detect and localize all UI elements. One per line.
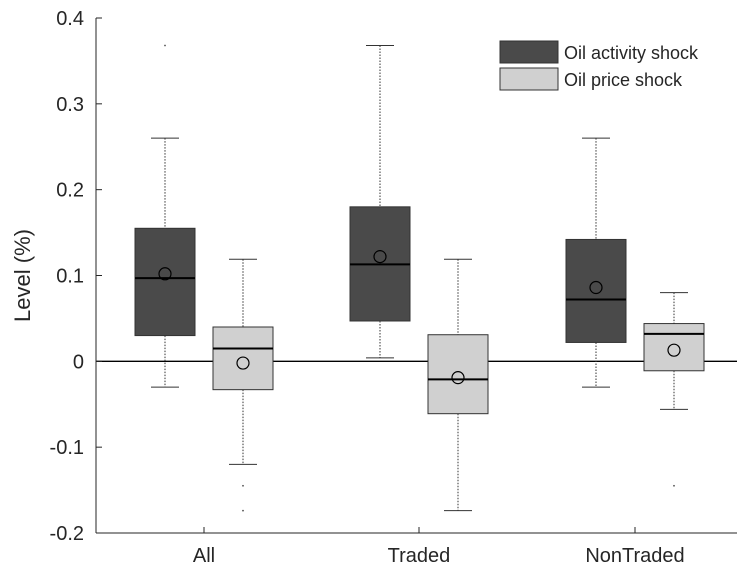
y-axis-label: Level (%) — [10, 229, 35, 322]
outlier-point — [242, 484, 244, 487]
mean-marker — [236, 356, 250, 370]
box-iqr — [134, 227, 196, 337]
y-tick-label: -0.1 — [50, 437, 84, 459]
box-iqr — [565, 238, 627, 343]
y-tick-label: 0 — [73, 351, 84, 373]
x-tick-label: All — [193, 545, 215, 567]
mean-marker — [667, 343, 681, 357]
box-nontraded-series-1 — [565, 137, 627, 388]
mean-marker — [451, 371, 465, 385]
boxes-group — [134, 44, 705, 512]
box-all-series-1 — [134, 44, 196, 388]
mean-marker — [589, 280, 603, 295]
mean-marker — [373, 250, 387, 264]
y-tick-label: -0.2 — [50, 523, 84, 545]
box-all-series-2 — [212, 258, 274, 512]
legend-swatch — [499, 40, 559, 64]
x-tick-label: NonTraded — [585, 545, 684, 567]
y-tick-label: 0.2 — [56, 180, 84, 202]
legend: Oil activity shock Oil price shock — [499, 40, 699, 91]
y-tick-label: 0.1 — [56, 266, 84, 288]
box-nontraded-series-2 — [643, 292, 705, 487]
legend-label: Oil activity shock — [564, 43, 699, 63]
box-traded-series-1 — [349, 44, 411, 359]
box-iqr — [427, 334, 489, 415]
legend-swatch — [499, 67, 559, 91]
mean-marker — [158, 267, 172, 281]
y-tick-label: 0.3 — [56, 94, 84, 116]
box-iqr — [212, 326, 274, 391]
box-iqr — [643, 323, 705, 372]
box-traded-series-2 — [427, 258, 489, 512]
outlier-point — [242, 509, 244, 512]
legend-label: Oil price shock — [564, 70, 683, 90]
outlier-point — [164, 44, 166, 47]
outlier-point — [673, 484, 675, 487]
x-tick-label: Traded — [388, 545, 451, 567]
y-tick-label: 0.4 — [56, 8, 84, 30]
axes-group: -0.2 -0.1 0 0.1 0.2 0.3 0.4 All Traded NonTraded L… — [10, 8, 737, 567]
